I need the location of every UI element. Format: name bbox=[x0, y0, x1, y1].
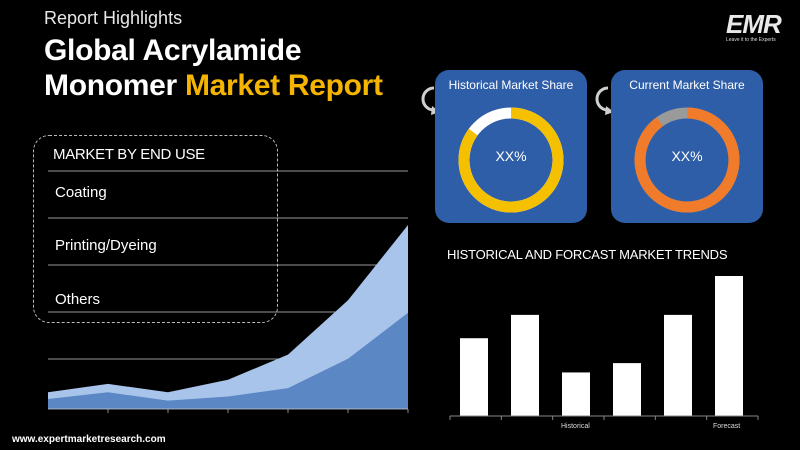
historical-donut bbox=[458, 107, 564, 213]
historical-share-card: Historical Market Share XX% bbox=[435, 70, 587, 223]
area-series-2 bbox=[48, 312, 408, 409]
area-series-1 bbox=[48, 225, 408, 409]
segment-item-others: Others bbox=[55, 291, 101, 308]
trend-bar bbox=[664, 314, 692, 416]
trends-bar-chart bbox=[449, 276, 759, 420]
trend-bar bbox=[715, 276, 743, 416]
trends-chart-title: HISTORICAL AND FORCAST MARKET TRENDS bbox=[447, 247, 728, 262]
segment-item-coating: Coating bbox=[55, 184, 107, 201]
area-series-layers bbox=[48, 225, 408, 410]
page-title-accent: Market Report bbox=[184, 69, 383, 102]
trend-bar bbox=[613, 363, 641, 416]
x-tick-label-forecast: Forecast bbox=[713, 423, 741, 430]
donut-fill bbox=[458, 107, 564, 213]
footer-website[interactable]: www.expertmarketresearch.com bbox=[12, 434, 166, 445]
x-axis-ticks bbox=[449, 416, 759, 420]
logo-tagline: Leave it to the Experts bbox=[726, 37, 776, 43]
trend-bar bbox=[562, 372, 590, 416]
trend-bars bbox=[460, 276, 743, 416]
page-title-line2-white: Monomer bbox=[44, 69, 185, 102]
current-share-title: Current Market Share bbox=[629, 78, 745, 92]
trend-bar bbox=[460, 338, 488, 416]
historical-share-value: XX% bbox=[495, 148, 527, 164]
current-donut bbox=[634, 107, 740, 213]
historical-share-title: Historical Market Share bbox=[448, 78, 574, 92]
current-share-card: Current Market Share XX% bbox=[611, 70, 763, 223]
trend-bar bbox=[511, 314, 539, 416]
page-title-line2: Monomer Market Report bbox=[44, 69, 383, 103]
x-tick-label-historical: Historical bbox=[561, 423, 590, 430]
logo-wordmark: EMR bbox=[726, 9, 782, 39]
donut-fill bbox=[634, 107, 740, 213]
segment-title: MARKET BY END USE bbox=[53, 146, 205, 163]
report-kicker: Report Highlights bbox=[44, 8, 183, 28]
segment-item-printing-dyeing: Printing/Dyeing bbox=[55, 237, 157, 254]
segment-box bbox=[33, 135, 278, 323]
current-share-value: XX% bbox=[671, 148, 703, 164]
emr-logo[interactable]: EMR Leave it to the Experts bbox=[726, 9, 786, 46]
page-title-line1: Global Acrylamide bbox=[44, 34, 302, 67]
